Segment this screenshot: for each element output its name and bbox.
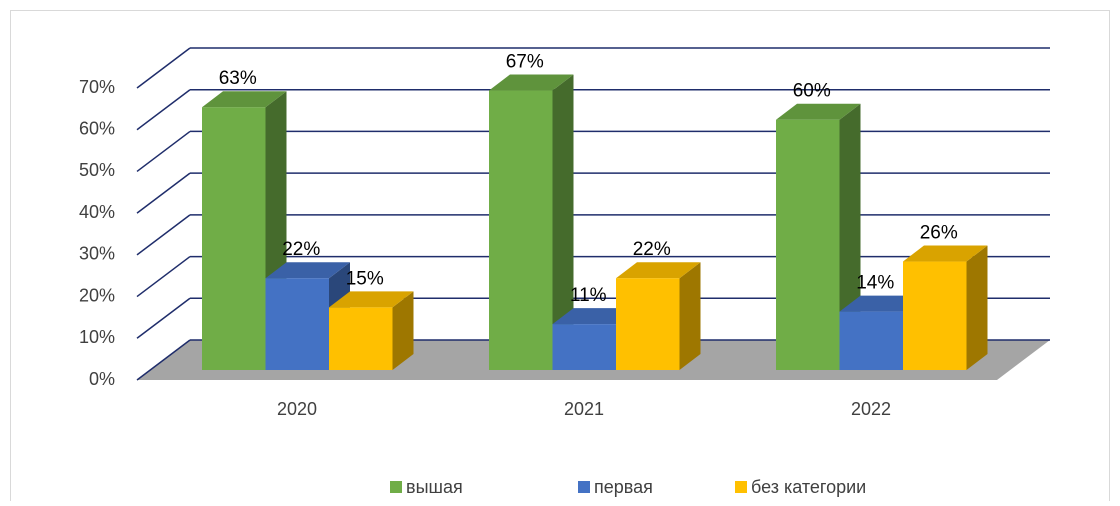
grid-line [136, 339, 191, 381]
data-label: 60% [793, 81, 831, 102]
bar-top [903, 245, 988, 262]
grid-line [136, 130, 191, 173]
bar [489, 90, 553, 370]
data-label: 14% [856, 273, 894, 294]
x-tick-label: 2022 [851, 399, 891, 419]
bar-side [552, 74, 574, 370]
bar [616, 278, 680, 370]
bar-top [202, 91, 287, 108]
grid-line [136, 89, 191, 131]
bar-top [839, 295, 924, 312]
y-tick-label: 40% [79, 202, 115, 222]
legend-marker [735, 481, 747, 493]
bar [552, 324, 616, 370]
bar-top [552, 308, 637, 325]
bar-top [776, 103, 861, 120]
bar-top [489, 74, 574, 91]
x-tick-label: 2021 [564, 399, 604, 419]
bar-top [616, 262, 701, 279]
data-label: 67% [506, 52, 544, 73]
legend-marker [390, 481, 402, 493]
y-tick-label: 50% [79, 160, 115, 180]
y-tick-label: 70% [79, 77, 115, 97]
bar [202, 107, 266, 370]
data-label: 15% [346, 268, 384, 289]
y-tick-label: 20% [79, 285, 115, 305]
bar-side [392, 291, 414, 370]
x-tick-label: 2020 [277, 399, 317, 419]
grid-line [136, 255, 191, 298]
bar-side [679, 262, 701, 370]
grid-line [136, 297, 191, 339]
grid-line [136, 47, 191, 89]
grid-line [136, 172, 191, 214]
bar [329, 307, 393, 370]
bar-top [329, 291, 414, 308]
data-label: 22% [633, 239, 671, 260]
y-tick-label: 0% [89, 369, 115, 389]
y-tick-label: 60% [79, 118, 115, 138]
bar-side [966, 245, 988, 370]
legend-marker [578, 481, 590, 493]
legend-label: вышая [406, 477, 463, 497]
y-tick-label: 10% [79, 327, 115, 347]
legend-label: без категории [751, 477, 866, 497]
bar-top [265, 262, 350, 279]
data-label: 22% [282, 239, 320, 260]
data-label: 26% [920, 223, 958, 244]
bar [839, 311, 903, 370]
bar [903, 261, 967, 370]
y-tick-label: 30% [79, 244, 115, 264]
bar [265, 278, 329, 370]
grid-line [136, 214, 191, 256]
bar [776, 119, 840, 370]
data-label: 63% [219, 68, 257, 89]
legend-label: первая [594, 477, 653, 497]
data-label: 11% [570, 285, 607, 306]
